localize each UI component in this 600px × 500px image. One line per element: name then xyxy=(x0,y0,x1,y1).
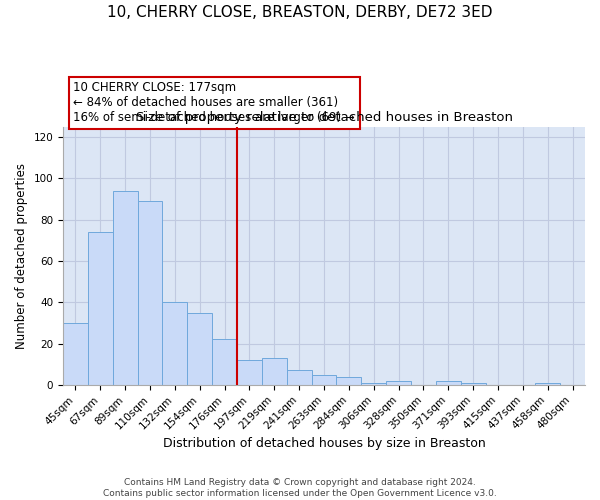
X-axis label: Distribution of detached houses by size in Breaston: Distribution of detached houses by size … xyxy=(163,437,485,450)
Bar xyxy=(311,374,337,385)
Bar xyxy=(212,340,237,385)
Bar xyxy=(461,383,485,385)
Bar xyxy=(535,383,560,385)
Bar xyxy=(113,191,137,385)
Bar xyxy=(337,376,361,385)
Bar xyxy=(63,323,88,385)
Bar xyxy=(187,312,212,385)
Bar xyxy=(287,370,311,385)
Title: Size of property relative to detached houses in Breaston: Size of property relative to detached ho… xyxy=(136,112,512,124)
Bar xyxy=(262,358,287,385)
Bar xyxy=(386,380,411,385)
Y-axis label: Number of detached properties: Number of detached properties xyxy=(15,163,28,349)
Bar xyxy=(361,383,386,385)
Bar xyxy=(137,201,163,385)
Text: Contains HM Land Registry data © Crown copyright and database right 2024.
Contai: Contains HM Land Registry data © Crown c… xyxy=(103,478,497,498)
Bar xyxy=(436,380,461,385)
Text: 10, CHERRY CLOSE, BREASTON, DERBY, DE72 3ED: 10, CHERRY CLOSE, BREASTON, DERBY, DE72 … xyxy=(107,5,493,20)
Bar xyxy=(88,232,113,385)
Bar xyxy=(163,302,187,385)
Text: 10 CHERRY CLOSE: 177sqm
← 84% of detached houses are smaller (361)
16% of semi-d: 10 CHERRY CLOSE: 177sqm ← 84% of detache… xyxy=(73,82,355,124)
Bar xyxy=(237,360,262,385)
